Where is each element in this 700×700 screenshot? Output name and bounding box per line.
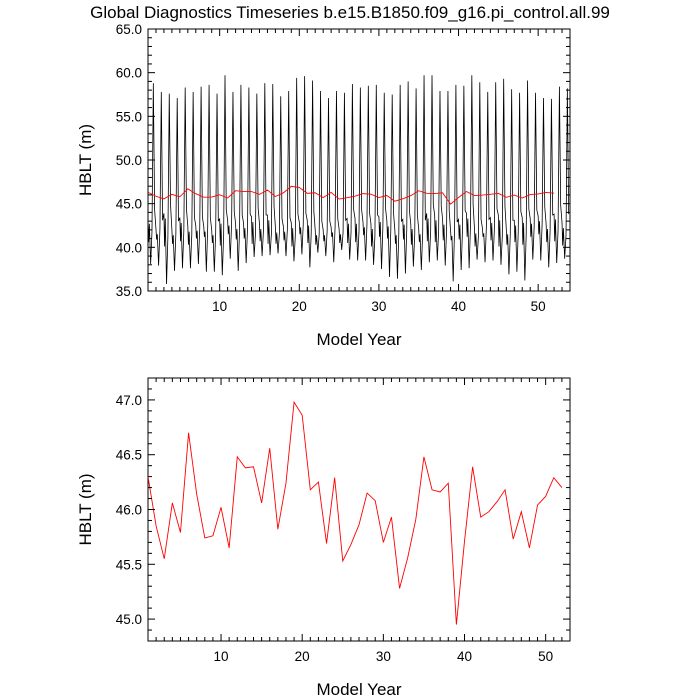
y-tick-label: 40.0 — [116, 240, 142, 255]
x-axis-label: Model Year — [316, 330, 401, 349]
x-tick-label: 40 — [451, 299, 466, 314]
figure-title: Global Diagnostics Timeseries b.e15.B185… — [90, 3, 610, 22]
plot-frame — [147, 377, 571, 642]
y-tick-label: 35.0 — [116, 284, 142, 299]
y-tick-label: 45.0 — [116, 197, 142, 212]
y-tick-label: 45.0 — [116, 612, 142, 627]
y-tick-label: 47.0 — [116, 393, 142, 408]
x-tick-label: 10 — [214, 649, 229, 664]
y-tick-label: 55.0 — [116, 109, 142, 124]
data-area — [148, 75, 570, 285]
y-tick-label: 50.0 — [116, 153, 142, 168]
y-axis-label: HBLT (m) — [76, 473, 95, 545]
x-tick-label: 10 — [212, 299, 227, 314]
series-line-annual — [148, 400, 563, 625]
x-tick-label: 20 — [292, 299, 307, 314]
x-tick-label: 50 — [538, 649, 553, 664]
x-tick-label: 30 — [371, 299, 386, 314]
y-tick-label: 65.0 — [116, 22, 142, 37]
x-tick-label: 20 — [295, 649, 310, 664]
x-tick-label: 50 — [531, 299, 546, 314]
x-tick-label: 40 — [457, 649, 472, 664]
y-axis-label: HBLT (m) — [76, 124, 95, 196]
data-area — [148, 400, 563, 625]
bottom-panel: 45.0 45.5 46.0 46.5 47.0 10 20 30 40 50 Model Year… — [76, 377, 571, 699]
x-tick-label: 30 — [376, 649, 391, 664]
x-axis-label: Model Year — [316, 680, 401, 699]
y-tick-label: 46.0 — [116, 503, 142, 518]
top-panel: 35.0 40.0 45.0 50.0 55.0 60.0 65.0 10 20 30 40 50 Mo… — [76, 22, 571, 349]
y-tick-label: 60.0 — [116, 66, 142, 81]
y-tick-label: 46.5 — [116, 448, 142, 463]
series-line-annual — [148, 185, 555, 205]
series-line-monthly — [148, 75, 570, 285]
plot-frame — [147, 28, 571, 292]
y-tick-label: 45.5 — [116, 557, 142, 572]
